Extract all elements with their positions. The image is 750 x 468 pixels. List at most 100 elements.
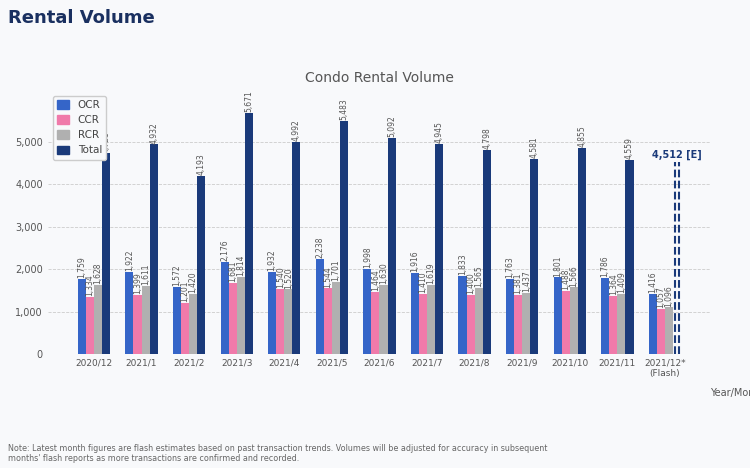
Text: 5,483: 5,483	[340, 98, 349, 120]
Bar	[665, 307, 673, 354]
Legend: OCR, CCR, RCR, Total: OCR, CCR, RCR, Total	[53, 95, 106, 160]
Bar	[86, 297, 94, 354]
Bar	[657, 309, 665, 354]
Text: 4,992: 4,992	[292, 119, 301, 141]
Bar	[276, 289, 284, 354]
Bar	[229, 283, 237, 354]
Bar	[134, 294, 142, 354]
Text: 1,681: 1,681	[228, 260, 237, 282]
Bar	[602, 278, 609, 354]
Bar	[506, 279, 514, 354]
Bar	[324, 288, 332, 354]
Bar	[189, 294, 197, 354]
Bar	[94, 285, 102, 354]
Text: 1,611: 1,611	[141, 263, 150, 285]
Title: Condo Rental Volume: Condo Rental Volume	[305, 71, 454, 85]
Text: 1,096: 1,096	[664, 285, 674, 307]
Text: 1,922: 1,922	[125, 250, 134, 271]
Bar	[466, 294, 475, 354]
Text: 4,945: 4,945	[435, 121, 444, 143]
Bar	[483, 150, 490, 354]
Text: 1,334: 1,334	[86, 275, 94, 297]
Bar	[340, 121, 348, 354]
Text: 1,399: 1,399	[133, 272, 142, 294]
Bar	[363, 269, 371, 354]
Text: 1,437: 1,437	[522, 271, 531, 292]
Text: 1,833: 1,833	[458, 254, 467, 275]
Text: 1,786: 1,786	[601, 256, 610, 277]
Text: 1,566: 1,566	[569, 265, 578, 286]
Bar	[411, 272, 419, 354]
Bar	[220, 262, 229, 354]
Text: 1,364: 1,364	[609, 273, 618, 295]
Text: 1,520: 1,520	[284, 267, 292, 289]
Text: 1,544: 1,544	[323, 266, 332, 287]
Text: 2,176: 2,176	[220, 239, 229, 261]
Text: 4,855: 4,855	[578, 125, 586, 147]
Text: 1,420: 1,420	[189, 271, 198, 293]
Bar	[102, 154, 110, 354]
Bar	[570, 287, 578, 354]
Text: 1,464: 1,464	[371, 269, 380, 291]
Bar	[268, 272, 276, 354]
Text: 4,193: 4,193	[196, 153, 206, 175]
Text: 1,409: 1,409	[616, 271, 626, 293]
Bar	[514, 295, 522, 354]
Text: 1,565: 1,565	[474, 265, 483, 287]
Bar	[458, 276, 466, 354]
Text: 4,721: 4,721	[101, 131, 110, 153]
Text: 5,671: 5,671	[244, 90, 254, 112]
Bar	[181, 303, 189, 354]
Bar	[149, 145, 158, 354]
Bar	[237, 277, 244, 354]
Text: 1,540: 1,540	[276, 266, 285, 288]
Text: 4,559: 4,559	[625, 138, 634, 160]
Text: 1,619: 1,619	[427, 263, 436, 285]
Text: 5,092: 5,092	[387, 115, 396, 137]
Text: 4,581: 4,581	[530, 137, 538, 159]
Bar	[419, 294, 427, 354]
Text: 1,381: 1,381	[514, 273, 523, 294]
Bar	[609, 296, 617, 354]
Bar	[530, 159, 538, 354]
Text: 1,572: 1,572	[172, 265, 182, 286]
Bar	[173, 287, 181, 354]
Text: Rental Volume: Rental Volume	[8, 9, 154, 27]
Text: 1,701: 1,701	[332, 259, 340, 281]
X-axis label: Year/Month: Year/Month	[710, 388, 750, 398]
Bar	[142, 285, 149, 354]
Bar	[427, 285, 435, 354]
Bar	[284, 289, 292, 354]
Text: 1,814: 1,814	[236, 255, 245, 276]
Bar	[578, 148, 586, 354]
Text: 2,238: 2,238	[315, 236, 324, 258]
Bar	[626, 160, 634, 354]
Text: 1,916: 1,916	[410, 250, 419, 272]
Text: 1,801: 1,801	[553, 255, 562, 277]
Text: 1,400: 1,400	[466, 272, 475, 294]
Text: 1,628: 1,628	[94, 263, 103, 284]
Text: 4,932: 4,932	[149, 122, 158, 144]
Bar	[332, 282, 340, 354]
Text: 1,488: 1,488	[561, 269, 570, 290]
Bar	[244, 113, 253, 354]
Bar	[435, 144, 443, 354]
Bar	[292, 142, 301, 354]
Bar	[649, 294, 657, 354]
Text: 1,057: 1,057	[656, 286, 665, 308]
Bar	[380, 285, 388, 354]
Text: 1,410: 1,410	[419, 271, 428, 293]
Bar	[617, 294, 626, 354]
Text: 4,512 [E]: 4,512 [E]	[652, 149, 702, 160]
Bar	[197, 176, 206, 354]
Text: Note: Latest month figures are flash estimates based on past transaction trends.: Note: Latest month figures are flash est…	[8, 444, 547, 463]
Bar	[562, 291, 570, 354]
Text: 1,763: 1,763	[506, 256, 515, 278]
Bar	[522, 293, 530, 354]
Bar	[371, 292, 380, 354]
Bar	[475, 287, 483, 354]
Text: 4,798: 4,798	[482, 127, 491, 149]
Bar	[125, 272, 134, 354]
Text: 1,201: 1,201	[181, 281, 190, 302]
Bar	[78, 279, 86, 354]
